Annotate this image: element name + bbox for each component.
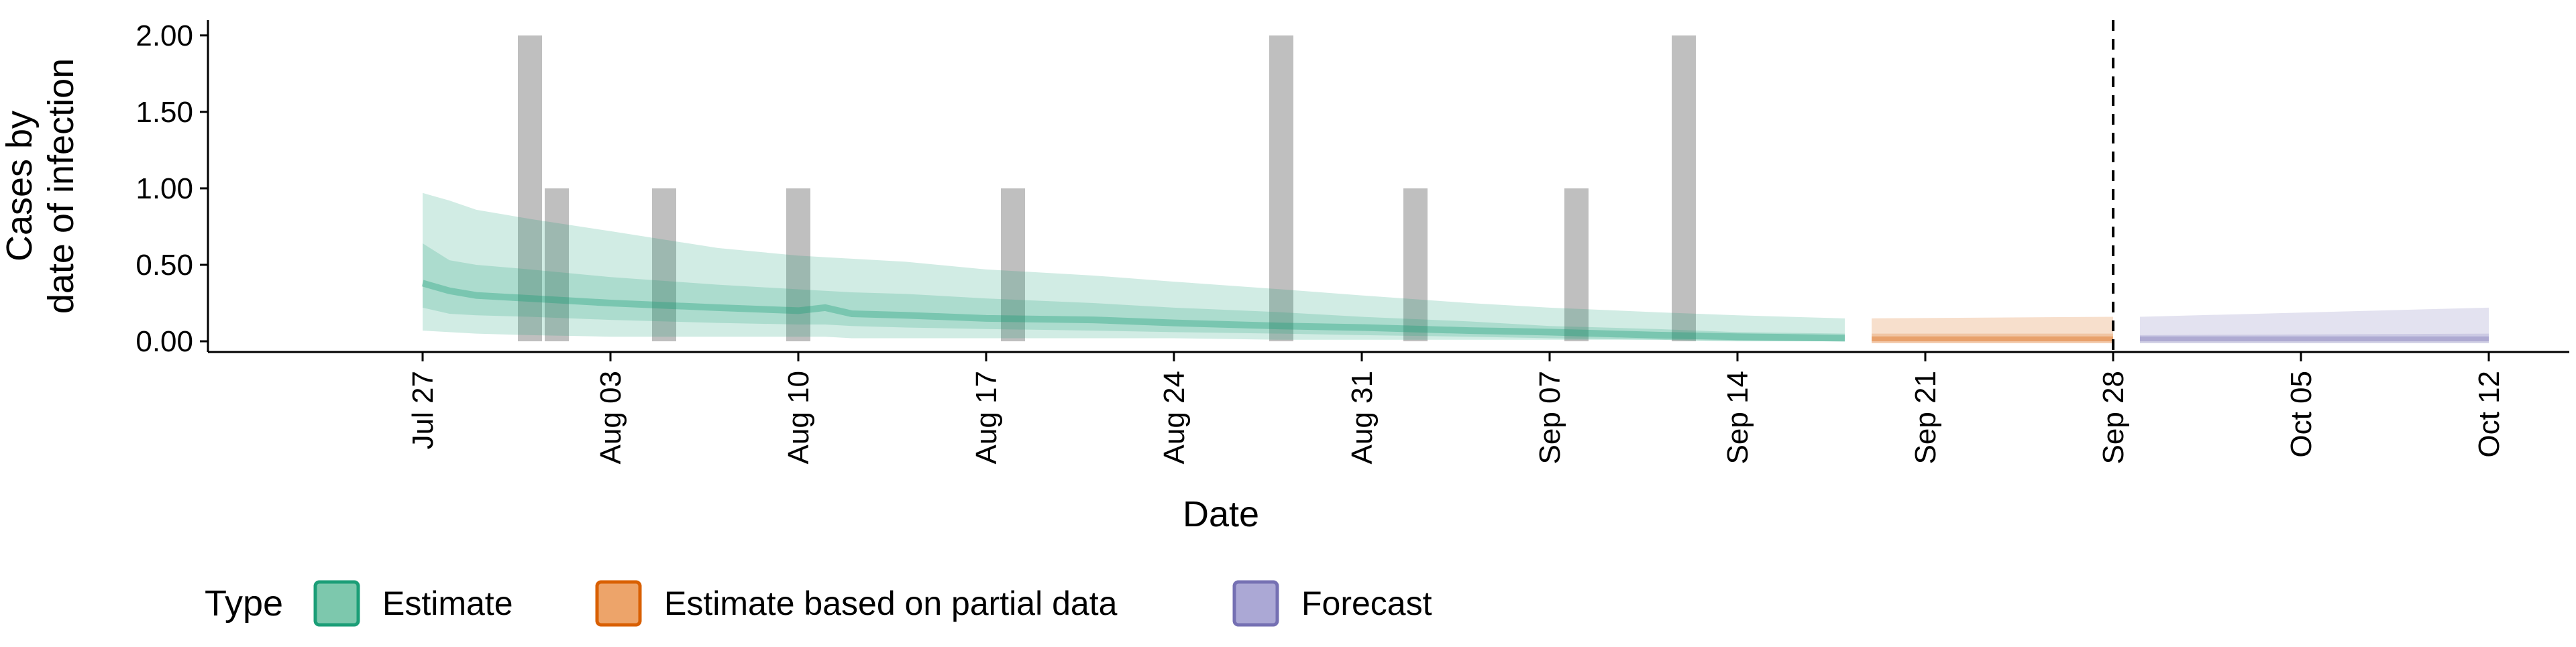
observed-bar — [786, 188, 810, 342]
x-tick-label: Sep 07 — [1534, 371, 1566, 464]
legend-title: Type — [205, 583, 283, 624]
observed-bar — [518, 35, 542, 342]
legend-swatch — [313, 580, 360, 627]
observed-bar — [1672, 35, 1696, 342]
observed-bar — [1001, 188, 1025, 342]
ribbon-outer-0 — [423, 192, 1845, 342]
x-tick-label: Sep 14 — [1721, 371, 1754, 464]
x-tick-label: Aug 31 — [1346, 371, 1379, 464]
ribbon-outer-2 — [2140, 307, 2489, 342]
x-tick-label: Aug 24 — [1158, 371, 1191, 464]
y-axis-title-line: date of infection — [41, 58, 81, 314]
legend-swatch — [1232, 580, 1279, 627]
observed-bar — [545, 188, 569, 342]
observed-bar — [1403, 188, 1428, 342]
observed-bar — [652, 188, 676, 342]
x-axis-title: Date — [1183, 494, 1259, 534]
y-tick-label: 2.00 — [136, 19, 193, 52]
legend-item-label: Estimate — [382, 585, 513, 622]
legend-item-label: Forecast — [1301, 585, 1432, 622]
ribbon-inner-0 — [423, 243, 1845, 342]
x-tick-label: Sep 28 — [2097, 371, 2130, 464]
x-tick-label: Jul 27 — [407, 371, 439, 449]
observed-bar — [1564, 188, 1589, 342]
ribbon-inner-1 — [1872, 333, 2113, 342]
y-tick-label: 0.00 — [136, 325, 193, 358]
x-tick-label: Aug 03 — [594, 371, 627, 464]
y-axis-title-line: Cases by — [0, 111, 40, 261]
legend-swatch — [595, 580, 642, 627]
y-tick-label: 0.50 — [136, 249, 193, 282]
ribbon-outer-1 — [1872, 316, 2113, 342]
axes-layer: 0.00 0.50 1.00 1.50 2.00 Jul 27 Aug 03 Aug 10 Au… — [0, 19, 2569, 534]
x-tick-label: Aug 17 — [970, 371, 1003, 464]
legend: Type Estimate Estimate based on partial da… — [205, 580, 1432, 627]
x-tick-label: Sep 21 — [1909, 371, 1942, 464]
ribbons-layer — [421, 192, 2489, 343]
x-tick-label: Aug 10 — [782, 371, 815, 464]
y-tick-label: 1.50 — [136, 96, 193, 129]
x-tick-label: Oct 05 — [2285, 371, 2318, 458]
median-line-0 — [421, 280, 1845, 342]
x-tick-label: Oct 12 — [2473, 371, 2506, 458]
legend-item-label: Estimate based on partial data — [664, 585, 1118, 622]
y-tick-label: 1.00 — [136, 172, 193, 205]
observed-bar — [1269, 35, 1293, 342]
ribbon-inner-2 — [2140, 333, 2489, 342]
observed-bars-layer — [518, 35, 1696, 342]
